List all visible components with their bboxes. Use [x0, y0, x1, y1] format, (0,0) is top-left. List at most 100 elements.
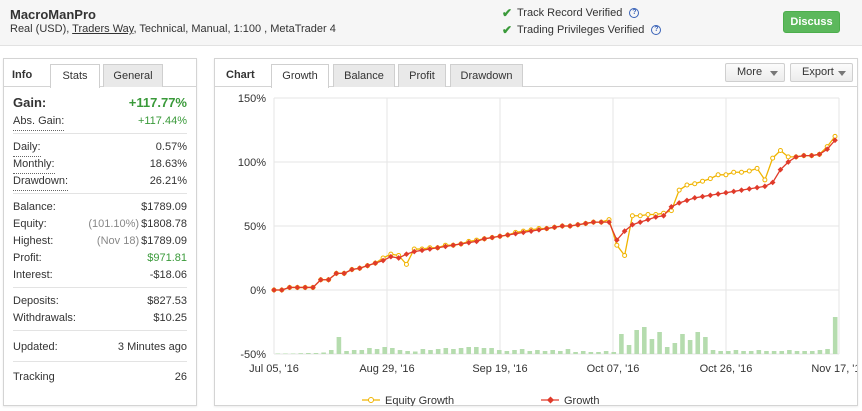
withdrawals-label: Withdrawals: — [13, 312, 76, 324]
volume-bar — [642, 327, 647, 354]
volume-bar — [779, 351, 785, 354]
discuss-button[interactable]: Discuss — [783, 11, 840, 33]
volume-bar — [451, 349, 456, 354]
growth-point — [450, 242, 457, 249]
growth-point — [380, 257, 386, 264]
growth-point — [536, 227, 542, 233]
volume-bar — [771, 351, 777, 354]
volume-bar — [527, 351, 533, 354]
volume-bar — [489, 348, 494, 354]
growth-point — [403, 251, 410, 257]
y-tick-label: 150% — [238, 93, 266, 105]
volume-bar — [565, 349, 571, 354]
volume-bar — [741, 351, 746, 354]
trading-privileges-verified: ✔ Trading Privileges Verified ? — [502, 23, 662, 37]
growth-point — [512, 230, 519, 237]
volume-bar — [397, 350, 403, 354]
account-info: Real (USD), Traders Way, Technical, Manu… — [10, 23, 336, 35]
volume-bar — [664, 347, 670, 354]
account-suffix: , Technical, Manual, 1:100 , MetaTrader … — [133, 23, 336, 35]
growth-point — [793, 154, 799, 160]
volume-bar — [374, 349, 380, 354]
more-dropdown[interactable]: More — [725, 63, 785, 82]
volume-bar — [802, 351, 807, 354]
abs-gain-label[interactable]: Abs. Gain: — [13, 113, 65, 131]
volume-bar — [428, 350, 433, 354]
interest-row: Interest: -$18.06 — [13, 267, 187, 284]
tab-profit[interactable]: Profit — [398, 64, 446, 87]
volume-bar — [764, 351, 769, 354]
monthly-label[interactable]: Monthly: — [13, 156, 55, 174]
track-record-label: Track Record Verified — [517, 7, 623, 19]
equity-growth-point — [770, 155, 776, 161]
volume-bar — [619, 334, 624, 354]
account-prefix: Real (USD), — [10, 23, 70, 35]
volume-bar — [458, 348, 464, 354]
gain-value: +117.77% — [128, 95, 187, 110]
growth-point — [551, 224, 558, 231]
help-icon[interactable]: ? — [651, 25, 662, 35]
growth-point — [730, 188, 737, 195]
x-tick-label: Oct 07, '16 — [587, 363, 640, 375]
volume-bar — [351, 350, 357, 354]
volume-bar — [817, 350, 823, 354]
volume-bar — [382, 347, 387, 354]
growth-point — [762, 183, 768, 190]
broker-link[interactable]: Traders Way — [72, 23, 134, 35]
volume-bar — [672, 343, 678, 354]
volume-bar — [328, 350, 334, 354]
help-icon[interactable]: ? — [629, 8, 640, 18]
growth-point — [341, 270, 347, 277]
legend-label: Equity Growth — [385, 395, 454, 406]
balance-row: Balance: $1789.09 — [13, 199, 187, 216]
growth-point — [816, 151, 823, 158]
growth-point — [465, 239, 472, 246]
growth-point — [349, 266, 355, 273]
legend-marker — [368, 397, 374, 403]
stats-tabs: Info Stats General — [4, 59, 196, 88]
growth-point — [356, 265, 363, 272]
tab-general[interactable]: General — [103, 64, 163, 87]
growth-point — [504, 232, 511, 238]
equity-growth-point — [676, 187, 682, 193]
growth-point — [629, 221, 636, 228]
equity-growth-point — [731, 169, 737, 175]
divider — [13, 133, 187, 134]
growth-point — [325, 276, 332, 283]
x-tick-label: Oct 26, '16 — [700, 363, 753, 375]
growth-point — [598, 219, 605, 225]
y-tick-label: 100% — [238, 157, 266, 169]
tab-growth[interactable]: Growth — [271, 64, 329, 88]
growth-point — [302, 284, 308, 291]
drawdown-label[interactable]: Drawdown: — [13, 173, 69, 191]
volume-bar — [283, 353, 288, 354]
daily-value: 0.57% — [155, 141, 187, 153]
volume-bar — [596, 352, 601, 354]
tab-drawdown[interactable]: Drawdown — [450, 64, 523, 87]
daily-label[interactable]: Daily: — [13, 139, 41, 157]
chevron-down-icon — [770, 71, 778, 76]
x-tick-label: Nov 17, '16 — [811, 363, 857, 375]
growth-chart[interactable]: 150% 100% 50% 0% -50% Jul 05, '16 Aug 29, '16… — [215, 88, 857, 406]
tab-stats[interactable]: Stats — [50, 64, 100, 88]
volume-bar — [504, 351, 510, 354]
growth-point — [676, 200, 682, 206]
volume-bar — [687, 340, 693, 354]
growth-point — [271, 287, 277, 293]
tracking-row: Tracking 26 — [13, 367, 187, 387]
export-dropdown[interactable]: Export — [790, 63, 853, 82]
checkmark-icon: ✔ — [502, 23, 513, 37]
equity-percent: (101.10%) — [88, 218, 140, 230]
interest-value: -$18.06 — [149, 269, 187, 281]
growth-point — [497, 233, 503, 240]
equity-growth-point — [754, 165, 760, 171]
account-name: MacroManPro — [10, 7, 96, 22]
stats-panel: Info Stats General Gain: +117.77% Abs. G… — [3, 58, 197, 406]
growth-point — [832, 137, 838, 144]
growth-point — [691, 195, 698, 201]
tracking-label: Tracking — [13, 371, 55, 383]
tab-balance[interactable]: Balance — [333, 64, 395, 87]
growth-point — [559, 223, 566, 229]
y-axis-labels: 150% 100% 50% 0% -50% — [238, 93, 266, 361]
balance-label: Balance: — [13, 201, 56, 213]
